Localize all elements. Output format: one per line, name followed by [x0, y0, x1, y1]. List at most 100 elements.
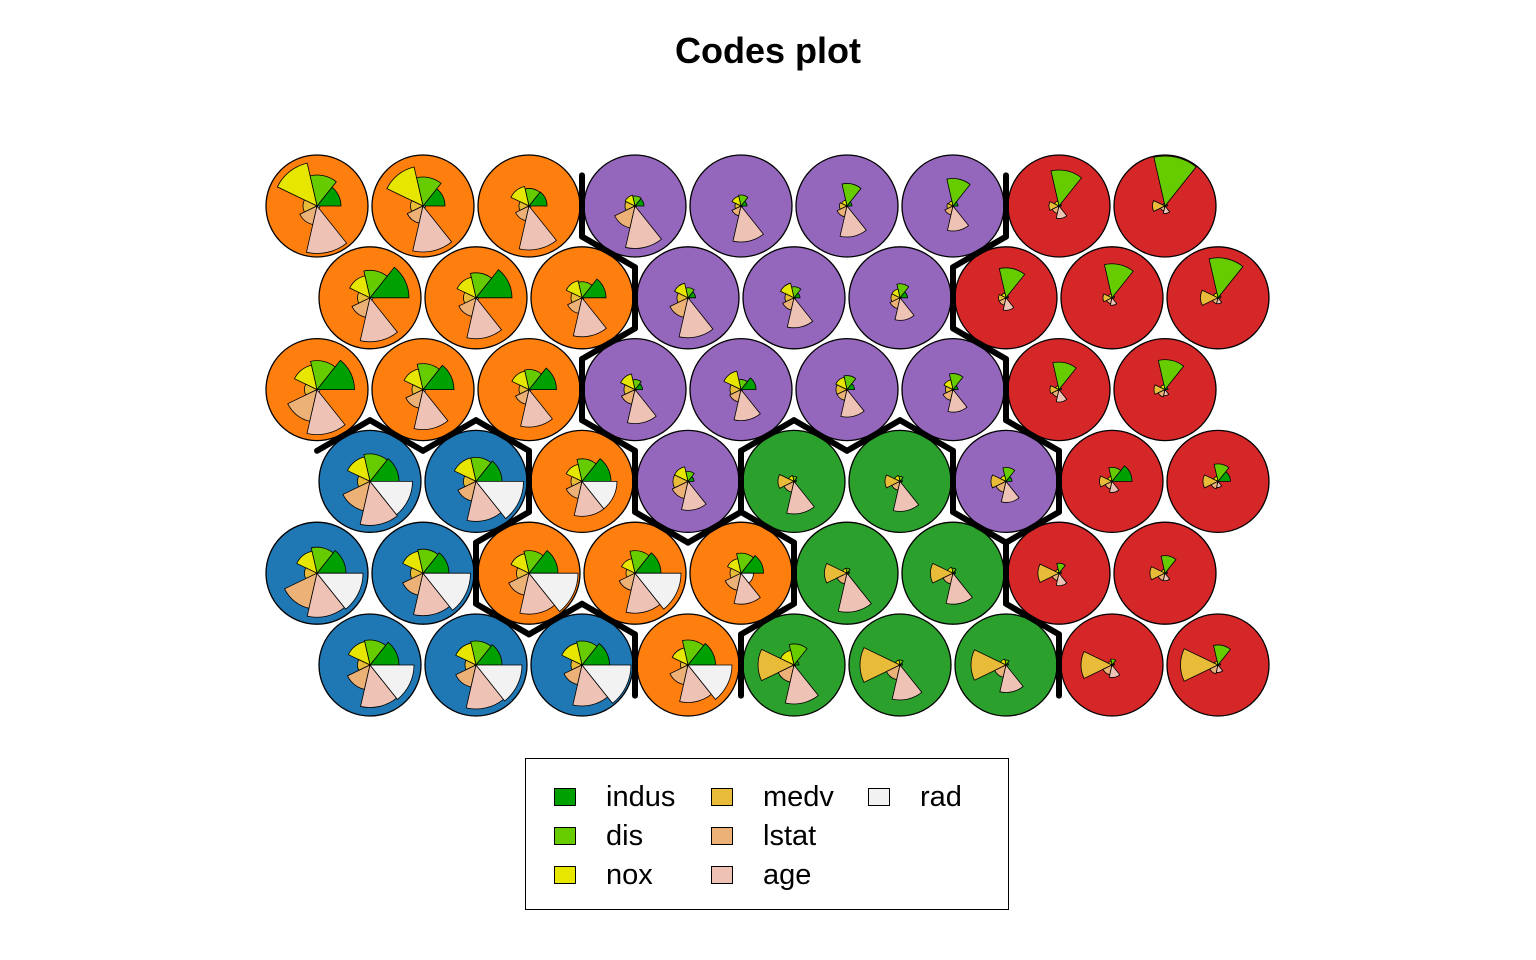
som-unit: [1007, 337, 1111, 442]
legend-label-dis: dis: [606, 819, 644, 852]
segment-rad: [952, 389, 955, 391]
segment-rad: [1005, 297, 1008, 300]
cluster-boundary: [1003, 417, 1062, 454]
segment-rad: [422, 205, 426, 209]
segment-age: [837, 572, 872, 613]
cluster-boundary: [579, 233, 638, 271]
segment-age: [678, 296, 714, 339]
som-unit: [1166, 246, 1270, 350]
segment-rad: [369, 481, 413, 516]
som-unit: [1166, 613, 1270, 717]
legend-swatch-rad: [868, 788, 890, 806]
segment-age: [1055, 388, 1068, 403]
segment-age: [413, 388, 449, 430]
segment-rad: [528, 205, 532, 209]
segment-rad: [581, 481, 618, 510]
som-unit: [477, 154, 581, 258]
som-unit: [477, 337, 581, 442]
som-unit: [1113, 154, 1217, 258]
segment-dis: [1157, 359, 1185, 391]
segment-rad: [1058, 572, 1061, 575]
som-unit: [636, 429, 740, 534]
segment-nox: [511, 370, 530, 391]
segment-medv: [1152, 200, 1166, 212]
segment-indus: [528, 367, 557, 390]
som-unit: [1060, 429, 1164, 534]
segment-rad: [475, 481, 524, 520]
segment-rad: [528, 389, 532, 392]
segment-nox: [510, 186, 530, 207]
som-unit: [318, 246, 422, 350]
segment-age: [1162, 205, 1171, 214]
cluster-boundary: [844, 417, 903, 454]
legend-label-lstat: lstat: [763, 819, 817, 852]
segment-rad: [793, 664, 796, 667]
segment-dis: [363, 453, 388, 483]
legend-item-nox: nox: [554, 858, 653, 891]
segment-rad: [634, 572, 682, 610]
chart-title: Codes plot: [675, 30, 861, 71]
som-unit: [636, 246, 740, 350]
som-unit: [583, 521, 687, 625]
segment-rad: [634, 205, 637, 208]
som-unit: [795, 154, 899, 258]
segment-dis: [416, 363, 440, 391]
segment-dis: [470, 640, 492, 666]
segment-medv: [970, 649, 1007, 681]
segment-rad: [316, 389, 321, 393]
segment-indus: [581, 278, 607, 299]
segment-age: [732, 205, 765, 243]
som-unit: [848, 429, 952, 534]
som-unit: [689, 521, 793, 625]
segment-age: [839, 205, 867, 238]
cluster-boundary: [950, 325, 1009, 362]
segment-rad: [581, 297, 585, 300]
som-unit: [689, 337, 793, 442]
segment-rad: [846, 389, 849, 391]
legend-item-indus: indus: [554, 781, 675, 813]
segment-dis: [524, 369, 543, 391]
segment-rad: [369, 664, 415, 700]
segment-nox: [346, 456, 371, 483]
som-unit: [689, 154, 793, 258]
som-unit: [901, 521, 1005, 625]
som-unit: [530, 613, 634, 717]
segment-dis: [1050, 169, 1083, 207]
som-unit: [583, 337, 687, 442]
cluster-boundary: [579, 325, 638, 362]
som-unit: [265, 521, 369, 625]
segment-nox: [402, 550, 424, 574]
segment-age: [784, 664, 819, 705]
cluster-boundary: [579, 600, 638, 638]
legend-label-age: age: [763, 858, 812, 891]
segment-rad: [475, 297, 479, 301]
segment-dis: [738, 194, 749, 207]
segment-dis: [1160, 555, 1177, 575]
legend-swatch-nox: [554, 866, 576, 884]
som-unit: [901, 337, 1005, 442]
som-unit: [1007, 154, 1111, 258]
segment-nox: [453, 457, 477, 483]
segment-age: [733, 572, 761, 605]
segment-age: [892, 480, 920, 512]
segment-age: [733, 388, 761, 421]
som-unit: [318, 613, 422, 717]
segment-dis: [1056, 562, 1066, 575]
segment-dis: [523, 550, 544, 575]
segment-age: [520, 388, 553, 428]
cluster-boundary: [950, 509, 1009, 546]
segment-rad: [899, 664, 902, 667]
som-unit: [424, 429, 528, 534]
segment-age: [1109, 296, 1118, 306]
segment-nox: [726, 558, 742, 574]
som-unit: [371, 154, 475, 258]
som-unit: [954, 613, 1058, 717]
segment-rad: [1164, 205, 1167, 208]
legend-label-nox: nox: [606, 858, 653, 891]
segment-age: [946, 205, 970, 232]
segment-rad: [1058, 389, 1061, 391]
segment-age: [466, 296, 503, 340]
segment-rad: [1111, 297, 1114, 300]
legend-item-dis: dis: [554, 819, 644, 852]
cluster-boundary: [791, 417, 850, 454]
